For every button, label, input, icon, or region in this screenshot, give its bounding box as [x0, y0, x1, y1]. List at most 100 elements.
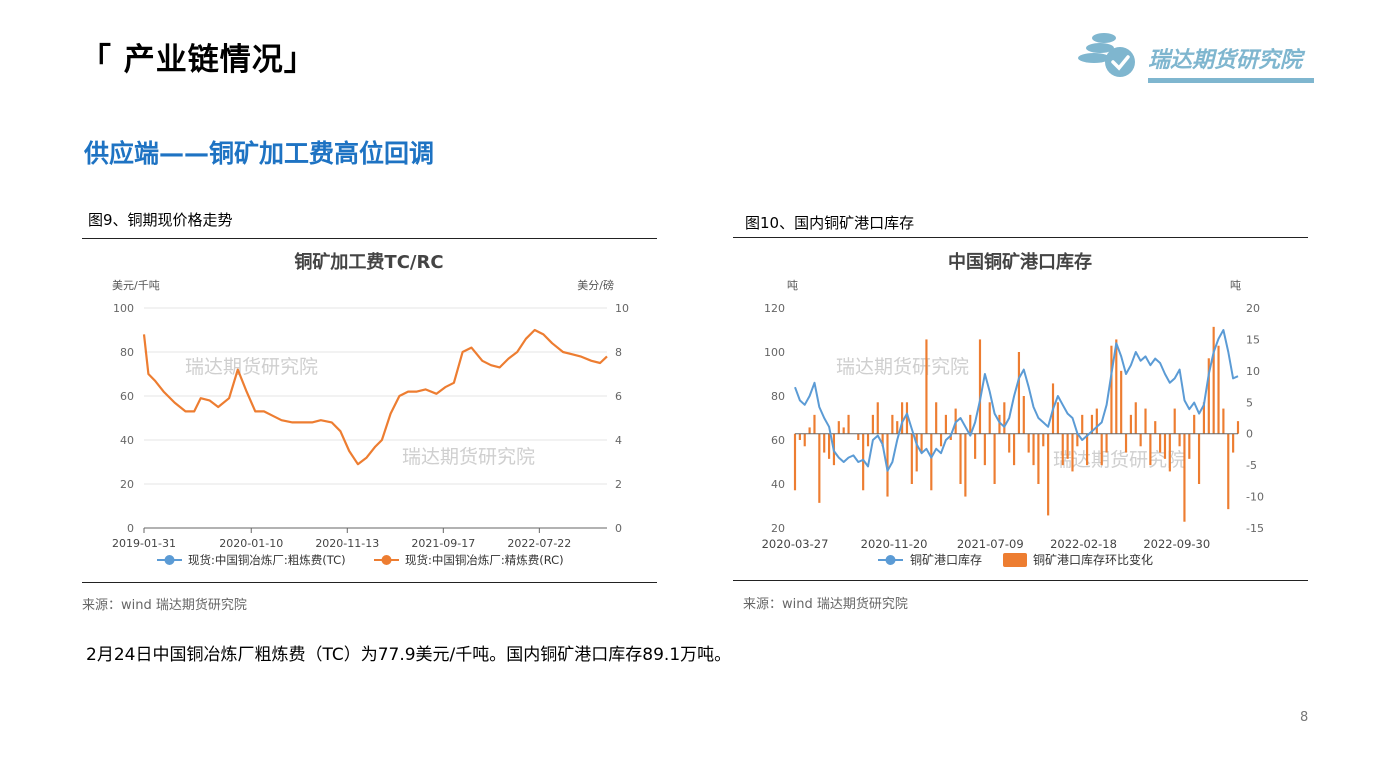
change-bar	[1012, 433, 1016, 466]
y-tick-label-left: 100	[764, 346, 785, 359]
change-bar	[944, 414, 947, 434]
change-bar	[1042, 433, 1045, 447]
chart-title: 中国铜矿港口库存	[948, 251, 1092, 273]
change-bar	[1202, 402, 1206, 434]
y-tick-label-left: 0	[127, 522, 134, 535]
change-bar	[881, 433, 884, 447]
figure-rule-top-2	[733, 237, 1308, 238]
y-tick-label-left: 20	[120, 478, 134, 491]
y-tick-label-left: 60	[771, 434, 785, 447]
change-bar	[793, 433, 797, 491]
y-axis-label-right: 美分/磅	[577, 278, 614, 292]
change-bar	[1144, 408, 1147, 434]
figure-caption-2: 图10、国内铜矿港口库存	[745, 214, 915, 232]
y-tick-label-left: 120	[764, 302, 785, 315]
change-bar	[1100, 433, 1103, 466]
y-tick-label-left: 40	[771, 478, 785, 491]
change-bar	[896, 421, 899, 434]
y-tick-label-right: -5	[1246, 459, 1257, 472]
change-bar	[891, 414, 894, 434]
y-tick-label-right: 5	[1246, 396, 1253, 409]
legend-label-rc: 现货:中国铜冶炼厂:精炼费(RC)	[405, 553, 564, 567]
x-tick-label: 2020-01-10	[219, 537, 283, 550]
y-tick-label-right: 15	[1246, 333, 1260, 346]
chart-title: 铜矿加工费TC/RC	[294, 251, 443, 273]
change-bar	[1090, 414, 1094, 434]
change-bar	[964, 433, 967, 497]
change-bar	[818, 433, 821, 503]
change-bar	[915, 433, 918, 472]
change-bar	[1212, 326, 1215, 434]
change-bar	[1003, 402, 1006, 434]
change-bar	[1159, 433, 1162, 453]
x-tick-label: 2021-07-09	[957, 537, 1024, 551]
change-bar	[1207, 358, 1210, 434]
legend-label-inventory: 铜矿港口库存	[910, 552, 982, 567]
change-bar	[920, 433, 923, 453]
change-bar	[1056, 402, 1059, 434]
change-bar	[1227, 433, 1230, 510]
change-bar	[1168, 433, 1171, 472]
change-bar	[959, 433, 962, 484]
change-bar	[1061, 433, 1064, 466]
figure-source-1: 来源：wind 瑞达期货研究院	[82, 598, 247, 613]
change-bar	[978, 339, 982, 434]
y-tick-label-left: 80	[120, 346, 134, 359]
page-number: 8	[1300, 710, 1309, 725]
series-line-rc	[142, 328, 608, 466]
change-bar	[1105, 433, 1108, 453]
change-bar	[1047, 433, 1050, 516]
change-bar	[1120, 370, 1123, 434]
change-bar	[827, 433, 831, 459]
change-bar	[1027, 433, 1030, 453]
y-tick-label-right: 6	[615, 390, 622, 403]
change-bar	[1037, 433, 1040, 484]
figure-rule-bottom-2	[733, 580, 1308, 581]
x-tick-label: 2020-03-27	[762, 537, 829, 551]
watermark: 瑞达期货研究院	[402, 446, 535, 468]
change-bar	[1066, 433, 1069, 459]
x-tick-label: 2022-09-30	[1143, 537, 1210, 551]
figure-rule-top-1	[82, 238, 657, 239]
change-bar	[983, 433, 986, 466]
y-tick-label-left: 100	[113, 302, 134, 315]
change-bar	[1173, 408, 1176, 434]
coin-stack-icon	[1078, 33, 1135, 77]
legend-marker-tc	[164, 555, 175, 565]
y-tick-label-left: 60	[120, 390, 134, 403]
y-axis-label-left: 吨	[787, 279, 798, 292]
y-tick-label-right: 8	[615, 346, 622, 359]
change-bar	[813, 414, 816, 434]
change-bar	[1236, 421, 1240, 434]
change-bar	[1134, 402, 1137, 434]
legend-marker-change	[1003, 553, 1027, 567]
page-title: 「 产业链情况」	[80, 42, 316, 78]
change-bar	[1076, 433, 1079, 447]
x-tick-label: 2019-01-31	[112, 537, 176, 550]
x-tick-label: 2020-11-13	[315, 537, 379, 550]
y-axis-label-left: 美元/千吨	[112, 279, 160, 292]
change-bar	[1178, 433, 1181, 447]
y-tick-label-right: 0	[1246, 428, 1253, 441]
x-tick-label: 2020-11-20	[861, 537, 928, 551]
change-bar	[1110, 345, 1113, 434]
x-tick-label: 2022-02-18	[1050, 537, 1117, 551]
figure-source-2: 来源：wind 瑞达期货研究院	[743, 597, 908, 612]
logo-text: 瑞达期货研究院	[1148, 48, 1303, 73]
y-tick-label-left: 80	[771, 390, 785, 403]
change-bar	[1149, 433, 1152, 466]
change-bar	[866, 433, 870, 447]
change-bar	[1032, 433, 1035, 466]
change-bar	[1217, 345, 1220, 434]
summary-text: 2月24日中国铜冶炼厂粗炼费（TC）为77.9美元/千吨。国内铜矿港口库存89.…	[86, 645, 732, 665]
figure-rule-bottom-1	[82, 582, 657, 583]
change-bar	[1124, 433, 1128, 453]
change-bar	[1183, 433, 1186, 522]
change-bar	[1129, 414, 1132, 434]
change-bar	[1095, 408, 1098, 434]
legend-label-tc: 现货:中国铜冶炼厂:粗炼费(TC)	[188, 553, 346, 567]
change-bar	[935, 402, 938, 434]
change-bar	[798, 433, 801, 440]
x-tick-label: 2022-07-22	[507, 537, 571, 550]
y-tick-label-right: -10	[1246, 491, 1264, 504]
